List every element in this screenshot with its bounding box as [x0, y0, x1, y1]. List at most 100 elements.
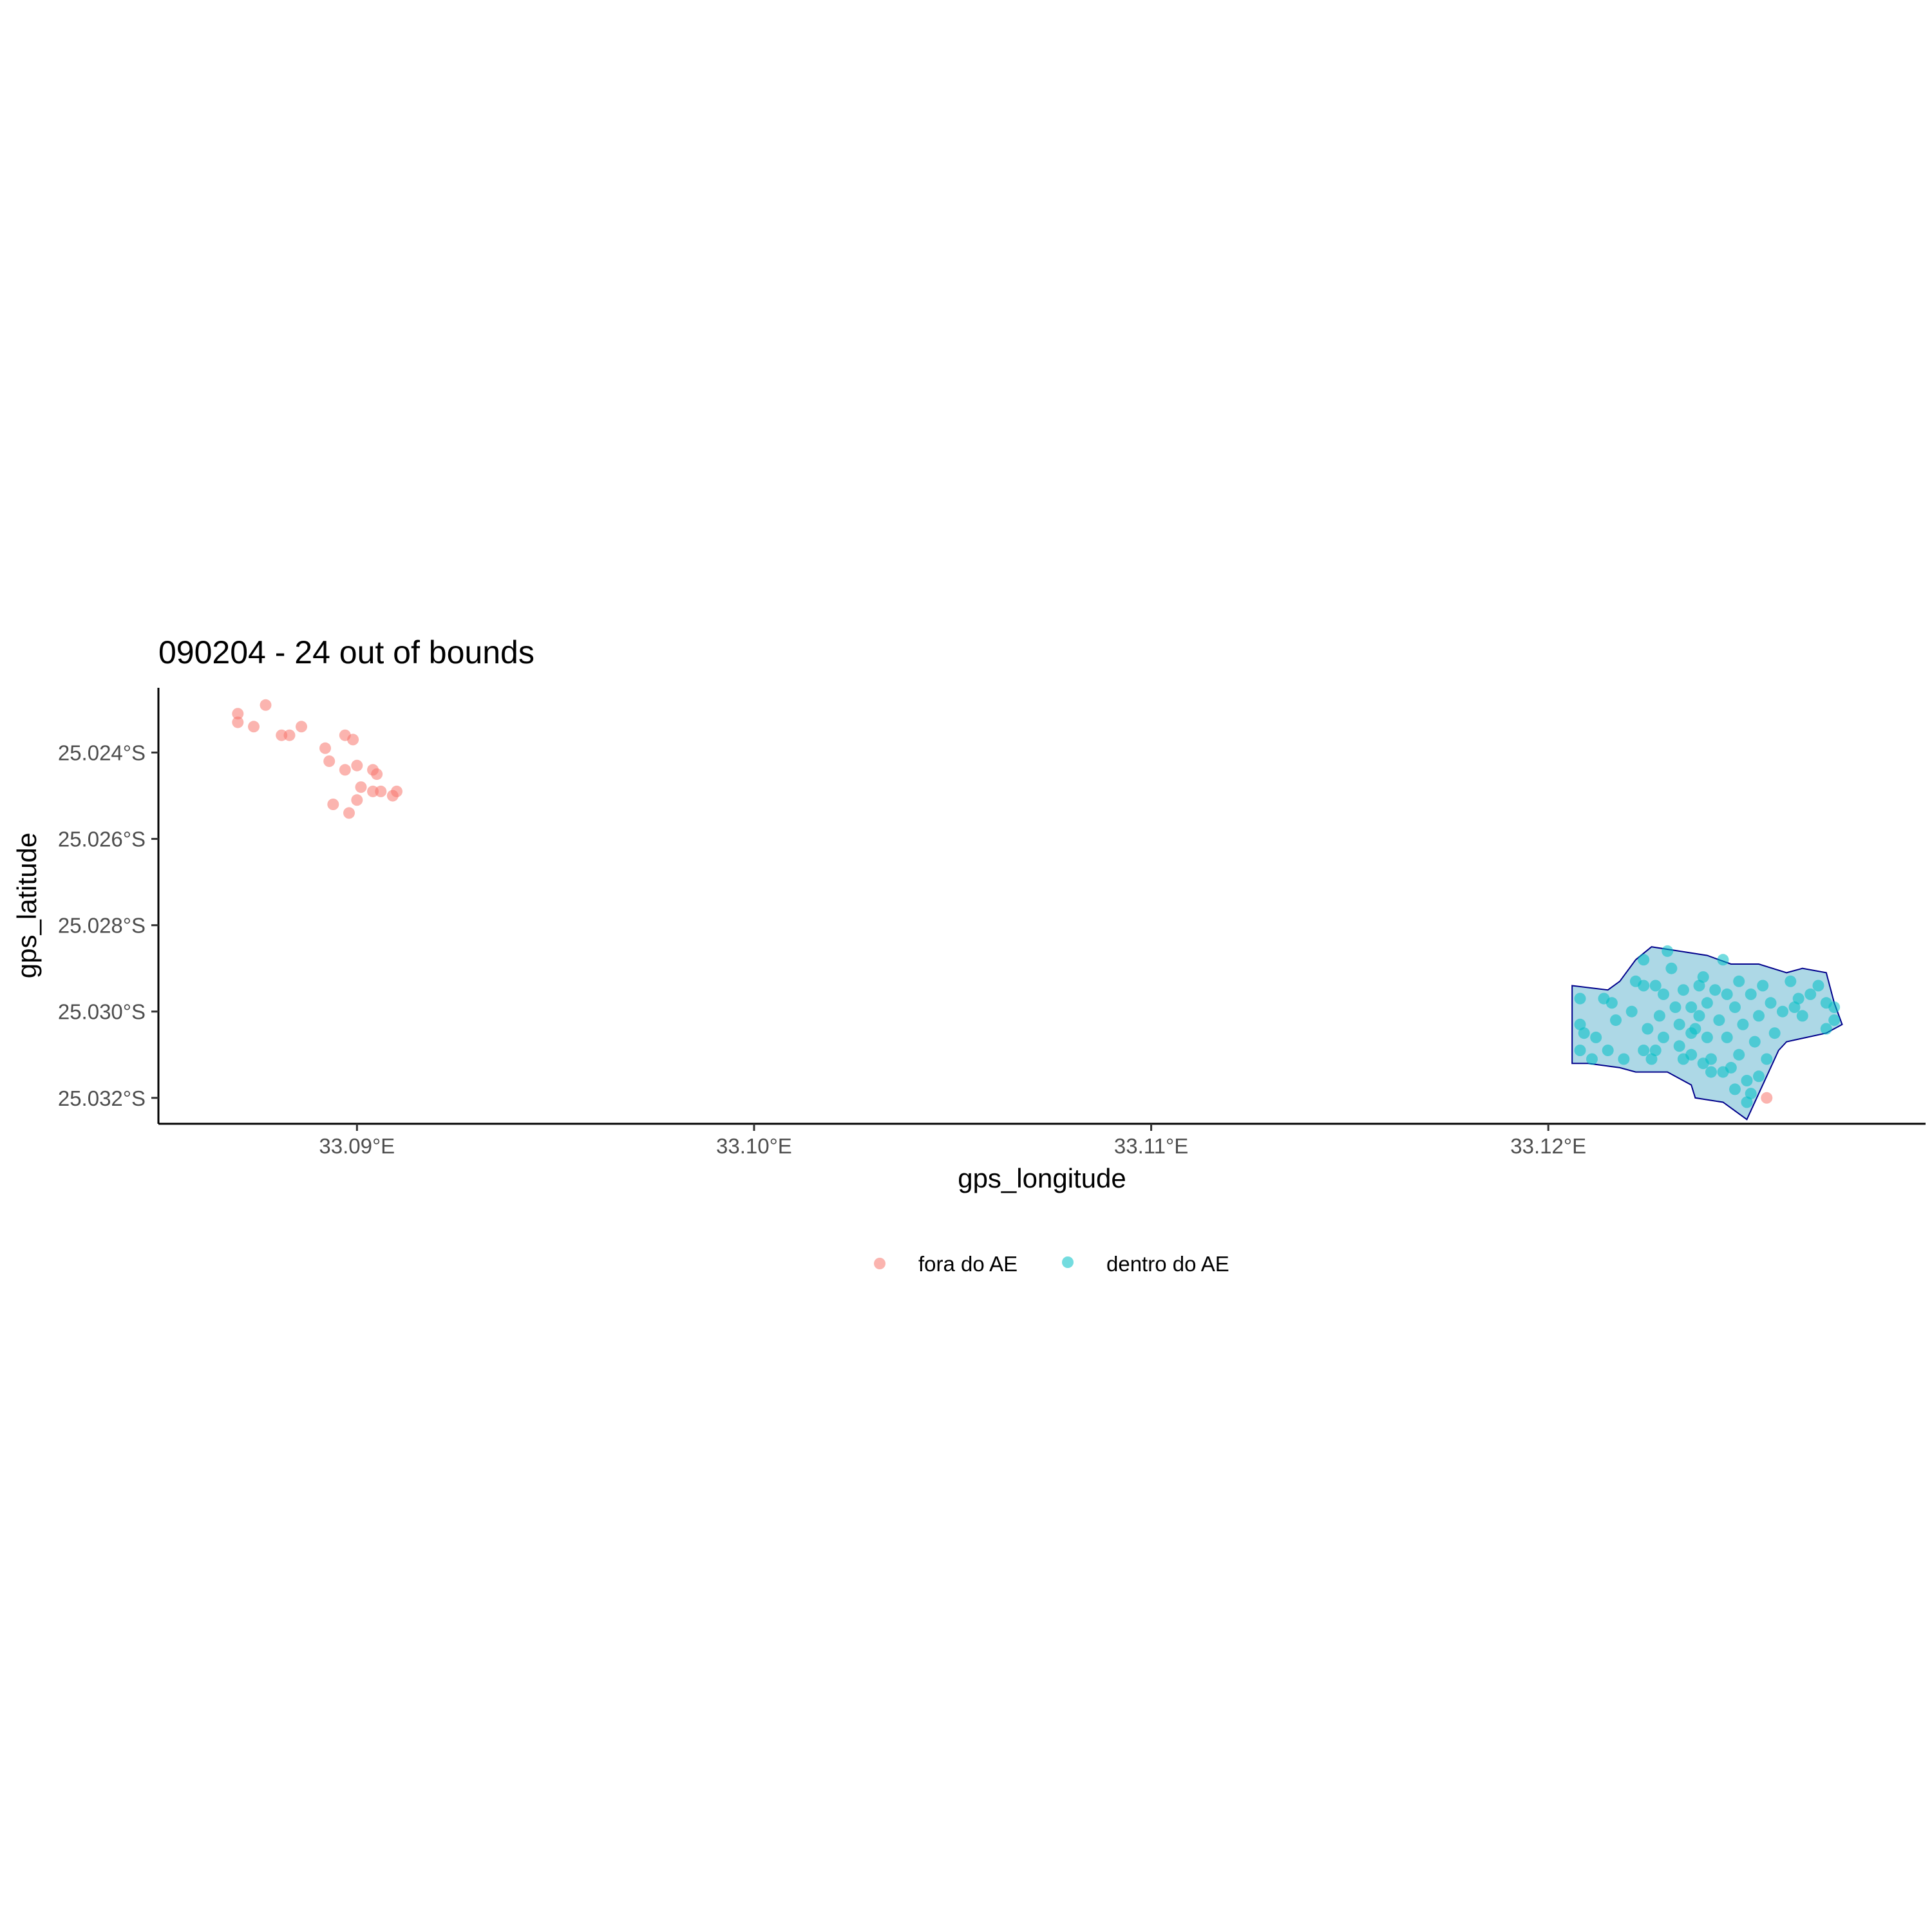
data-point: [1618, 1053, 1630, 1065]
data-point: [339, 764, 351, 776]
data-point: [327, 799, 339, 810]
data-point: [1653, 1010, 1665, 1022]
data-point: [1713, 1014, 1725, 1027]
data-point: [355, 781, 367, 793]
data-point: [1590, 1031, 1602, 1043]
data-point: [1638, 954, 1650, 966]
x-tick-label: 33.11°E: [1114, 1134, 1188, 1158]
data-point: [232, 708, 244, 720]
data-point: [1820, 1023, 1832, 1035]
data-point: [1785, 975, 1797, 987]
data-point: [248, 721, 260, 733]
plot-area: [232, 699, 1843, 1121]
legend-key-dentro: [1062, 1256, 1074, 1268]
data-point: [1610, 1014, 1622, 1027]
data-point: [1761, 1053, 1773, 1065]
y-tick-label: 25.028°S: [58, 914, 146, 938]
data-point: [323, 755, 336, 767]
data-point: [1693, 1010, 1705, 1022]
data-point: [1701, 1031, 1713, 1043]
data-point: [1658, 988, 1669, 1000]
data-point: [1605, 997, 1618, 1009]
data-point: [1673, 1018, 1685, 1030]
x-tick-label: 33.09°E: [319, 1134, 395, 1158]
data-point: [1662, 945, 1674, 957]
legend-key-fora: [874, 1258, 886, 1269]
data-point: [1693, 980, 1705, 992]
x-tick-label: 33.10°E: [716, 1134, 792, 1158]
data-point: [1705, 1066, 1717, 1078]
data-point: [1645, 1053, 1658, 1065]
y-tick-label: 25.032°S: [58, 1086, 146, 1110]
legend-item-fora: fora do AE: [874, 1252, 1018, 1276]
data-point: [319, 742, 331, 754]
data-point: [1717, 1066, 1729, 1078]
data-point: [1638, 980, 1650, 992]
data-point: [1733, 1048, 1745, 1061]
data-point: [1574, 1045, 1586, 1056]
data-point: [1697, 1057, 1709, 1070]
data-point: [343, 807, 355, 819]
data-point: [1574, 1018, 1586, 1030]
data-point: [391, 785, 402, 797]
data-point: [1602, 1045, 1614, 1056]
data-point: [1717, 954, 1729, 966]
data-point: [296, 721, 307, 733]
y-tick-label: 25.026°S: [58, 828, 146, 851]
data-point: [1733, 975, 1745, 987]
y-axis-title: gps_latitude: [12, 833, 42, 979]
series-dentro: [1574, 945, 1841, 1108]
data-point: [1757, 980, 1769, 992]
data-point: [371, 768, 383, 781]
chart-title: 090204 - 24 out of bounds: [158, 634, 535, 670]
data-point: [1729, 1083, 1741, 1095]
data-point: [232, 716, 244, 728]
data-point: [1765, 997, 1777, 1009]
data-point: [1721, 1031, 1733, 1043]
data-point: [1768, 1027, 1781, 1039]
series-fora: [232, 699, 1773, 1104]
data-point: [1665, 962, 1678, 974]
data-point: [1753, 1010, 1765, 1022]
data-point: [351, 759, 363, 772]
axes: [157, 688, 1926, 1125]
data-point: [1677, 984, 1689, 996]
data-point: [1753, 1070, 1765, 1083]
data-point: [1812, 980, 1824, 992]
data-point: [367, 785, 379, 797]
data-point: [1638, 1045, 1650, 1056]
y-tick-label: 25.024°S: [58, 741, 146, 765]
legend-label-dentro: dentro do AE: [1106, 1252, 1229, 1276]
data-point: [1748, 1036, 1761, 1048]
data-point: [375, 785, 387, 797]
data-point: [1649, 980, 1662, 992]
data-point: [276, 729, 288, 741]
data-point: [1792, 992, 1804, 1005]
data-point: [1745, 1088, 1757, 1100]
legend-item-dentro: dentro do AE: [1062, 1252, 1229, 1276]
data-point: [283, 729, 296, 741]
x-axis-title: gps_longitude: [958, 1163, 1126, 1193]
data-point: [1788, 1001, 1801, 1013]
legend-label-fora: fora do AE: [918, 1252, 1018, 1276]
data-point: [1578, 1027, 1590, 1039]
data-point: [1685, 1048, 1698, 1061]
data-point: [1737, 1018, 1749, 1030]
legend: fora do AE dentro do AE: [874, 1252, 1229, 1276]
data-point: [260, 699, 272, 711]
data-point: [1741, 1075, 1753, 1086]
data-point: [1574, 992, 1586, 1005]
data-point: [1625, 1005, 1638, 1018]
data-point: [1721, 988, 1733, 1000]
data-point: [1586, 1053, 1598, 1065]
data-point: [347, 734, 359, 746]
data-point: [1701, 997, 1713, 1009]
data-point: [1729, 1001, 1741, 1013]
data-point: [1685, 1001, 1698, 1013]
data-point: [1697, 971, 1709, 983]
data-point: [1709, 984, 1721, 996]
y-tick-label: 25.030°S: [58, 1000, 146, 1024]
data-point: [1669, 1001, 1681, 1013]
data-point: [1828, 1014, 1841, 1027]
